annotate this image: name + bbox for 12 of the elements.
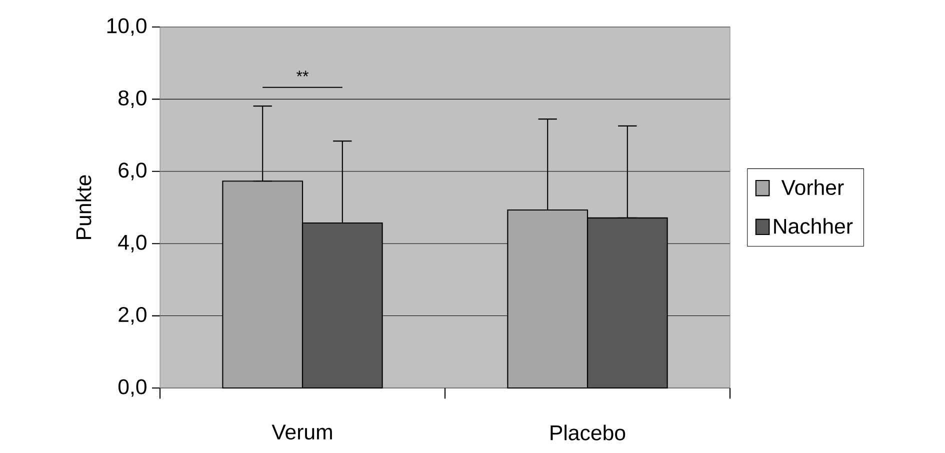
y-tick-label: 10,0 <box>107 18 146 36</box>
y-tick-label: 0,0 <box>118 379 146 397</box>
y-tick-label: 6,0 <box>118 162 146 180</box>
x-tick-label: Verum <box>272 424 332 440</box>
y-tick-label: 4,0 <box>118 234 146 252</box>
annotation: ** <box>296 70 308 76</box>
y-axis-title: Punkte <box>76 175 92 239</box>
legend-label: Vorher <box>781 179 844 196</box>
y-tick-label: 8,0 <box>118 90 146 108</box>
x-tick-label: Placebo <box>550 424 626 440</box>
legend-label: Nachher <box>774 218 853 234</box>
y-tick-label: 2,0 <box>118 306 146 325</box>
